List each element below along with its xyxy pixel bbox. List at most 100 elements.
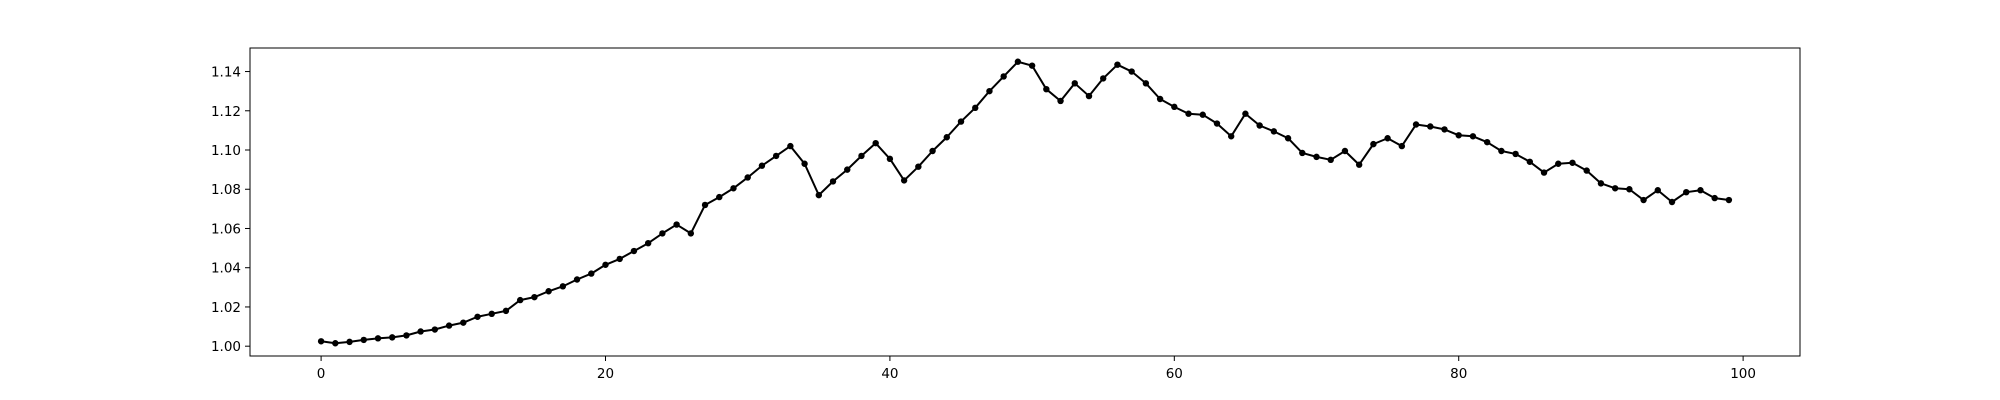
plot-area [317,58,1733,347]
y-tick-label: 1.14 [211,65,241,81]
data-point [1683,188,1690,196]
data-point [1412,121,1420,128]
y-tick-label: 1.10 [211,143,241,159]
data-point [1156,95,1164,103]
data-point [1640,196,1647,204]
data-point [1455,132,1462,139]
data-point [957,118,965,125]
data-point [1142,80,1150,87]
y-tick-label: 1.00 [211,339,241,355]
data-point [417,328,424,335]
data-point [1256,122,1263,129]
data-point [1057,97,1064,105]
data-point [815,191,823,199]
data-point [531,293,538,301]
data-point [1171,103,1178,111]
data-point [1526,158,1534,165]
data-point [659,230,666,237]
data-point [1071,80,1078,87]
data-point [915,163,922,170]
data-point [474,313,481,320]
data-point [1370,140,1377,148]
data-point [1014,58,1022,65]
data-point [445,322,453,329]
data-point [1583,167,1590,174]
data-point [1199,111,1206,118]
data-point [1355,161,1363,168]
data-point [1469,133,1477,140]
y-tick-label: 1.06 [211,221,241,237]
data-point [630,247,638,255]
data-point [1270,128,1278,135]
data-point [389,334,396,341]
x-tick-label: 80 [1450,366,1467,382]
data-point [886,155,894,163]
data-point [545,288,552,295]
data-point [1384,135,1391,142]
data-point [929,147,936,155]
data-point [332,340,339,347]
x-tick-label: 100 [1730,366,1756,382]
data-point [403,332,410,339]
data-point [1427,123,1434,130]
data-point [673,221,680,228]
data-point [1626,186,1633,193]
data-point [502,307,510,315]
data-point [801,160,808,167]
data-point [488,310,495,318]
data-point [1085,92,1093,100]
data-point [1725,196,1733,204]
data-point [986,87,993,95]
x-tick-label: 20 [597,366,614,382]
data-point [716,193,723,201]
data-point [1654,187,1661,194]
data-point [772,152,780,160]
x-tick-label: 40 [881,366,898,382]
y-tick-label: 1.04 [211,261,241,277]
data-point [588,270,595,277]
x-tick-label: 60 [1166,366,1183,382]
data-point [701,201,709,209]
data-point [1498,147,1505,155]
data-point [374,335,382,342]
data-point [1128,68,1135,75]
data-point [360,336,367,344]
data-point [602,261,609,268]
data-point [1711,194,1718,202]
data-point [346,338,353,346]
data-point [730,185,737,192]
data-point [1114,61,1121,68]
data-point [1299,149,1306,157]
axes-frame [249,47,1801,357]
data-point [644,239,652,247]
data-point [1398,142,1406,150]
data-point [1540,169,1548,176]
data-point [1100,75,1107,82]
y-tick-label: 1.12 [211,104,241,120]
data-point [972,104,979,112]
data-point [1284,135,1292,142]
data-point [1043,85,1050,93]
data-point [573,276,581,283]
y-axis: 1.00 1.02 1.04 1.06 1.08 1.10 1.12 1.14 [211,65,250,355]
data-point [516,296,524,304]
y-tick-label: 1.08 [211,182,241,198]
data-point [872,139,879,147]
data-point [1483,138,1491,146]
data-point [1569,159,1576,166]
y-tick-label: 1.02 [211,300,241,316]
data-point [559,283,567,290]
data-point [1242,110,1249,117]
data-point [1028,62,1036,69]
data-point [787,142,794,150]
data-point [1341,147,1349,155]
data-point [1512,150,1519,158]
data-point [1185,110,1192,117]
data-point [1313,153,1320,161]
data-point [687,230,695,237]
data-point [858,152,865,160]
data-point [1000,73,1007,80]
data-point [1227,133,1235,140]
data-point [460,319,467,326]
